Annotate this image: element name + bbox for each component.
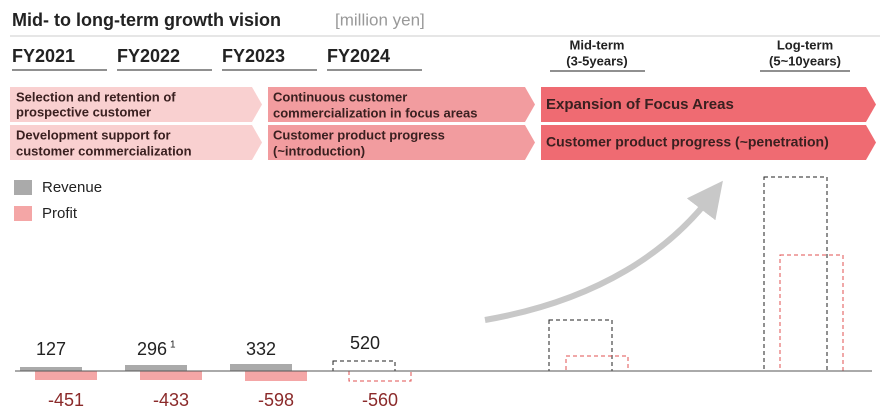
phase-text: customer commercialization (16, 143, 192, 158)
period: FY2023 (222, 46, 285, 66)
growth-arrow (484, 180, 723, 323)
revenue-value: 296 (137, 339, 167, 359)
footnote-mark: 1 (170, 340, 176, 351)
title: Mid- to long-term growth vision (12, 10, 281, 30)
period: FY2021 (12, 46, 75, 66)
period-sub: (3-5years) (566, 53, 627, 68)
phase-text: prospective customer (16, 104, 151, 119)
revenue-target (548, 319, 613, 372)
phase-band (10, 87, 262, 122)
profit-value: -560 (362, 390, 398, 410)
phase-text: Development support for (16, 127, 171, 142)
phase-band (541, 125, 876, 160)
profit-bar (348, 370, 412, 382)
revenue-bar (20, 367, 82, 371)
phase-band (268, 125, 535, 160)
revenue-bar (332, 360, 396, 372)
revenue-target (763, 176, 828, 372)
profit-bar (245, 371, 307, 381)
revenue-value: 520 (350, 333, 380, 353)
profit-bar (140, 371, 202, 380)
profit-value: -451 (48, 390, 84, 410)
revenue-value: 127 (36, 339, 66, 359)
period: Log-term (777, 37, 833, 52)
phase-text: Expansion of Focus Areas (546, 96, 734, 113)
legend-label: Revenue (42, 179, 102, 196)
profit-target (565, 355, 629, 372)
phase-band (10, 125, 262, 160)
profit-bar (35, 371, 97, 380)
profit-value: -433 (153, 390, 189, 410)
revenue-bar (125, 365, 187, 371)
revenue-bar (230, 364, 292, 371)
phase-text: Selection and retention of (16, 89, 176, 104)
legend-swatch (14, 180, 32, 195)
period: FY2022 (117, 46, 180, 66)
phase-band (541, 87, 876, 122)
phase-text: commercialization in focus areas (273, 105, 477, 120)
period-sub: (5~10years) (769, 53, 841, 68)
phase-band (268, 87, 535, 122)
unit: [million yen] (335, 10, 425, 29)
revenue-value: 332 (246, 339, 276, 359)
legend-swatch (14, 206, 32, 221)
phase-text: Customer product progress (~penetration) (546, 134, 829, 150)
profit-value: -598 (258, 390, 294, 410)
profit-target (779, 254, 844, 372)
legend-label: Profit (42, 205, 78, 222)
period: FY2024 (327, 46, 390, 66)
phase-text: Customer product progress (273, 127, 445, 142)
period: Mid-term (570, 37, 625, 52)
phase-text: (~introduction) (273, 143, 365, 158)
phase-text: Continuous customer (273, 89, 407, 104)
